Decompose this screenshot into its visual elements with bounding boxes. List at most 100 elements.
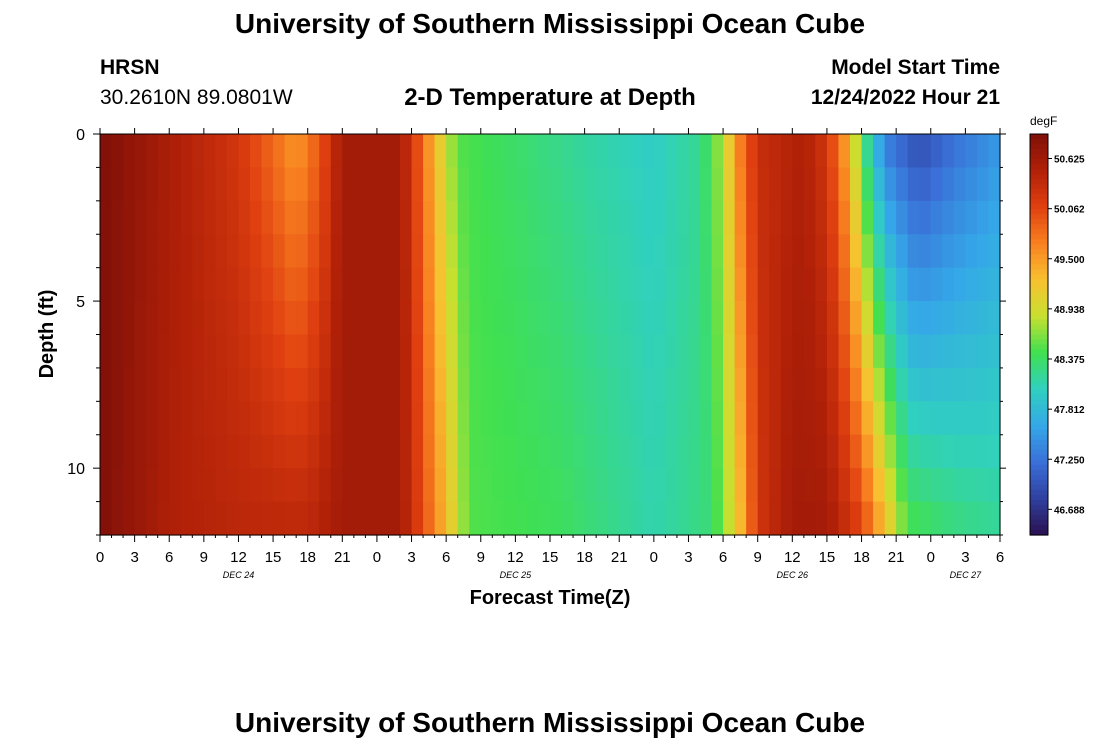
heatmap-cell: [446, 134, 459, 169]
heatmap-cell: [630, 501, 643, 536]
heatmap-cell: [965, 267, 978, 302]
heatmap-cell: [723, 501, 736, 536]
heatmap-cell: [711, 501, 724, 536]
heatmap-cell: [215, 301, 228, 336]
heatmap-cell: [250, 334, 263, 369]
heatmap-cell: [665, 200, 678, 235]
heatmap-cell: [884, 234, 897, 269]
heatmap-cell: [515, 167, 528, 202]
heatmap-cell: [526, 501, 540, 536]
colorbar-swatch: [1030, 314, 1048, 321]
heatmap-cell: [446, 167, 459, 202]
heatmap-cell: [492, 401, 505, 436]
heatmap-cell: [884, 468, 897, 503]
heatmap-cell: [492, 301, 505, 336]
colorbar-swatch: [1030, 209, 1048, 215]
heatmap-cell: [307, 501, 320, 536]
x-tick-label: 0: [927, 549, 935, 566]
heatmap-cell: [180, 234, 193, 269]
heatmap-cell: [434, 234, 447, 269]
heatmap-cell: [111, 301, 124, 336]
heatmap-cell: [457, 267, 470, 302]
heatmap-cell: [573, 501, 586, 536]
heatmap-cell: [180, 401, 193, 436]
heatmap-cell: [342, 334, 355, 369]
heatmap-cell: [850, 167, 863, 202]
heatmap-cell: [757, 200, 770, 235]
heatmap-cell: [319, 234, 332, 269]
temperature-heatmap-chart: 0 3 6 9 12 15 18 21 0 3 6 9 12 15 18 21 0 3 6 9 12 15 18 21 0 3 6 D…: [36, 114, 1085, 609]
heatmap-cell: [157, 200, 170, 235]
heatmap-cell: [273, 401, 286, 436]
heatmap-cell: [596, 401, 609, 436]
heatmap-cell: [307, 234, 320, 269]
heatmap-cell: [711, 301, 724, 336]
heatmap-cell: [976, 401, 990, 436]
heatmap-cell: [953, 167, 966, 202]
heatmap-cell: [296, 434, 309, 469]
heatmap-cell: [688, 367, 701, 402]
heatmap-cell: [411, 134, 424, 169]
heatmap-cell: [146, 134, 159, 169]
date-label: DEC 25: [500, 570, 533, 580]
heatmap-cell: [100, 434, 113, 469]
heatmap-cell: [688, 301, 701, 336]
heatmap-cell: [953, 501, 966, 536]
heatmap-cell: [180, 134, 193, 169]
heatmap-cell: [457, 468, 470, 503]
heatmap-cell: [584, 401, 597, 436]
heatmap-cell: [734, 334, 747, 369]
colorbar-swatch: [1030, 154, 1048, 160]
colorbar-swatch: [1030, 399, 1048, 406]
heatmap-cell: [434, 200, 447, 235]
heatmap-cell: [134, 401, 147, 436]
heatmap-cell: [134, 134, 147, 169]
heatmap-cell: [157, 301, 170, 336]
heatmap-cell: [376, 401, 390, 436]
heatmap-cell: [850, 200, 863, 235]
heatmap-cell: [619, 334, 632, 369]
heatmap-cell: [815, 434, 828, 469]
heatmap-cell: [123, 234, 136, 269]
heatmap-cell: [988, 167, 1001, 202]
heatmap-cell: [469, 134, 482, 169]
heatmap-cell: [492, 200, 505, 235]
heatmap-cell: [226, 334, 240, 369]
heatmap-cell: [596, 234, 609, 269]
heatmap-cell: [919, 134, 932, 169]
heatmap-cell: [503, 401, 516, 436]
heatmap-cell: [134, 234, 147, 269]
x-tick-label: 15: [265, 549, 282, 566]
heatmap-cell: [353, 134, 366, 169]
heatmap-cell: [884, 434, 897, 469]
heatmap-cell: [457, 301, 470, 336]
heatmap-cell: [480, 367, 493, 402]
heatmap-cell: [700, 501, 713, 536]
heatmap-cell: [884, 401, 897, 436]
heatmap-cell: [307, 200, 320, 235]
heatmap-cell: [861, 501, 874, 536]
heatmap-cell: [353, 200, 366, 235]
heatmap-cell: [642, 501, 655, 536]
heatmap-cell: [930, 200, 943, 235]
heatmap-cell: [215, 434, 228, 469]
heatmap-cell: [123, 134, 136, 169]
heatmap-cell: [365, 301, 378, 336]
heatmap-cell: [573, 367, 586, 402]
heatmap-cell: [619, 434, 632, 469]
x-tick-label: 3: [961, 549, 969, 566]
heatmap-cell: [676, 501, 690, 536]
heatmap-cell: [526, 301, 540, 336]
heatmap-cell: [907, 167, 920, 202]
heatmap-cell: [423, 334, 436, 369]
heatmap-cell: [342, 367, 355, 402]
footer-title: University of Southern Mississippi Ocean…: [234, 707, 866, 738]
heatmap-cell: [988, 367, 1001, 402]
heatmap-cell: [746, 234, 759, 269]
heatmap-cell: [688, 401, 701, 436]
heatmap-cell: [261, 301, 274, 336]
heatmap-cell: [238, 501, 251, 536]
colorbar-swatch: [1030, 289, 1048, 295]
heatmap-cell: [665, 267, 678, 302]
x-tick-label: 15: [819, 549, 836, 566]
